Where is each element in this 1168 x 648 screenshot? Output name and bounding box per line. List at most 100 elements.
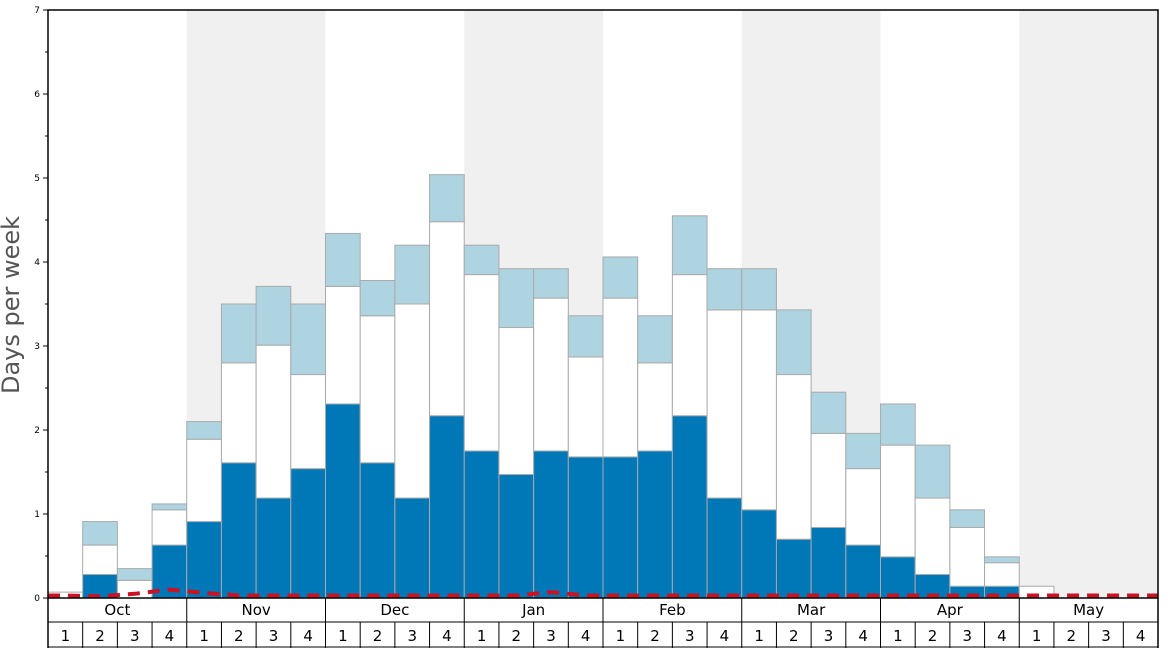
bar-top-8 (290, 303, 326, 376)
y-tick-label-2: 2 (34, 426, 40, 436)
bar-middle-9 (325, 285, 361, 405)
bar-middle-12 (429, 221, 465, 417)
bar-middle-15 (533, 297, 569, 452)
week-label-18: 2 (650, 627, 660, 645)
bar-top-17 (602, 256, 639, 299)
bar-top-7 (255, 285, 292, 346)
bar-top-15 (533, 268, 569, 299)
week-label-2: 2 (95, 627, 105, 645)
bar-middle-27 (949, 526, 986, 587)
bar-top-12 (429, 174, 465, 223)
bar-bottom-14 (498, 474, 535, 599)
bar-bottom-6 (220, 462, 257, 599)
week-label-10: 2 (373, 627, 383, 645)
bar-middle-17 (602, 297, 639, 458)
bar-top-13 (463, 244, 500, 276)
bar-top-18 (637, 315, 673, 364)
bar-middle-16 (567, 356, 604, 458)
week-label-4: 4 (165, 627, 175, 645)
bar-bottom-10 (359, 462, 396, 599)
bar-middle-13 (463, 274, 500, 452)
month-label-oct: Oct (104, 601, 130, 619)
bar-top-21 (741, 268, 777, 311)
week-label-22: 2 (789, 627, 799, 645)
month-label-nov: Nov (241, 601, 270, 619)
week-label-23: 3 (824, 627, 834, 645)
bar-bottom-19 (671, 415, 708, 599)
bar-middle-5 (186, 438, 222, 523)
bar-middle-23 (810, 432, 847, 528)
week-label-28: 4 (997, 627, 1007, 645)
month-band-may (1019, 10, 1158, 598)
bar-bottom-13 (463, 450, 500, 599)
week-label-25: 1 (893, 627, 903, 645)
month-label-mar: Mar (797, 601, 826, 619)
bar-bottom-15 (533, 450, 569, 599)
axes-group: 0 1 2 3 4 5 6 7 Oct Nov Dec Jan Feb Mar Apr May 1 2 3 4 1 2 3 4… (34, 6, 1159, 648)
bar-bottom-7 (255, 497, 292, 599)
bar-bottom-9 (325, 403, 361, 599)
bar-top-2 (82, 521, 118, 546)
week-label-11: 3 (407, 627, 417, 645)
bar-middle-21 (741, 309, 777, 511)
bar-middle-28 (984, 562, 1020, 587)
month-label-may: May (1073, 601, 1104, 619)
bar-middle-14 (498, 327, 535, 476)
week-label-5: 1 (199, 627, 209, 645)
week-label-16: 4 (581, 627, 591, 645)
y-tick-label-1: 1 (34, 510, 40, 520)
week-label-27: 3 (962, 627, 972, 645)
bar-top-14 (498, 268, 535, 329)
bar-middle-18 (637, 362, 673, 452)
week-label-7: 3 (269, 627, 279, 645)
bars-group (47, 174, 1055, 599)
week-label-12: 4 (442, 627, 452, 645)
week-label-31: 3 (1101, 627, 1111, 645)
bar-top-19 (671, 215, 708, 276)
month-label-jan: Jan (521, 601, 545, 619)
bar-middle-20 (706, 309, 743, 499)
bar-top-5 (186, 421, 222, 440)
bar-top-22 (775, 309, 812, 376)
bar-top-16 (567, 315, 604, 358)
bar-top-10 (359, 279, 396, 317)
week-label-26: 2 (928, 627, 938, 645)
bar-bottom-16 (567, 456, 604, 599)
bar-top-6 (220, 303, 257, 364)
bar-top-23 (810, 391, 847, 434)
bar-bottom-18 (637, 450, 673, 599)
week-label-8: 4 (303, 627, 313, 645)
week-label-21: 1 (754, 627, 764, 645)
bar-middle-25 (880, 444, 916, 558)
bar-top-11 (394, 244, 431, 305)
bar-middle-8 (290, 374, 326, 470)
week-label-15: 3 (546, 627, 556, 645)
week-label-3: 3 (130, 627, 140, 645)
bar-middle-26 (914, 497, 951, 575)
bar-bottom-23 (810, 526, 847, 599)
y-tick-label-5: 5 (34, 174, 40, 184)
bar-middle-7 (255, 344, 292, 499)
bar-top-20 (706, 268, 743, 311)
week-label-24: 4 (858, 627, 868, 645)
month-label-feb: Feb (659, 601, 686, 619)
bar-bottom-22 (775, 538, 812, 599)
week-label-29: 1 (1032, 627, 1042, 645)
bar-top-28 (984, 556, 1020, 564)
bar-top-25 (880, 403, 916, 446)
bar-bottom-25 (880, 556, 916, 599)
bar-middle-22 (775, 374, 812, 540)
week-label-1: 1 (61, 627, 71, 645)
month-label-apr: Apr (937, 601, 964, 619)
bar-bottom-20 (706, 497, 743, 599)
week-label-19: 3 (685, 627, 695, 645)
y-tick-label-4: 4 (34, 258, 40, 268)
bar-middle-10 (359, 315, 396, 464)
bar-bottom-21 (741, 509, 777, 599)
y-axis-label: Days per week (0, 216, 25, 394)
bar-bottom-5 (186, 521, 222, 599)
bar-middle-2 (82, 544, 118, 575)
month-label-dec: Dec (380, 601, 409, 619)
y-tick-label-7: 7 (34, 6, 40, 16)
week-label-6: 2 (234, 627, 244, 645)
